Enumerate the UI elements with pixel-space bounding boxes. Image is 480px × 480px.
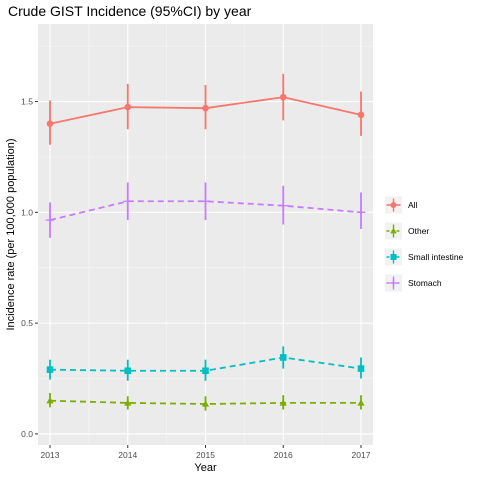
x-axis-title: Year [194,462,217,474]
x-axis: 2013 2014 2015 2016 2017 [41,445,371,460]
data-point [390,254,397,260]
series-small-intestine [46,346,365,381]
legend-item: Small intestine [385,248,464,266]
series-all [46,73,365,145]
data-point [389,279,398,287]
data-point [390,227,397,234]
data-point [202,104,209,112]
x-tick-label: 2014 [118,450,137,460]
data-point [201,400,210,407]
data-point [357,111,365,119]
legend-item: All [385,196,418,214]
series-other [46,392,365,411]
data-point [357,399,365,406]
series-line [49,200,362,221]
data-point [202,367,209,375]
data-point [46,366,54,373]
data-point [123,196,133,206]
data-point [356,208,366,217]
legend-item: Other [385,222,429,240]
y-tick-label: 1.5 [21,97,33,107]
data-point [390,202,397,208]
series-stomach [45,182,366,238]
data-point [124,367,132,375]
series-layer [45,73,366,411]
legend-label: Other [408,226,429,236]
x-tick-label: 2017 [352,450,371,460]
legend-item: Stomach [385,274,442,292]
data-point [279,354,287,361]
data-point [279,93,287,101]
data-point [278,201,288,210]
data-point [201,196,210,206]
x-tick-label: 2016 [274,450,293,460]
y-axis-title: Incidence rate (per 100,000 population) [5,138,17,330]
legend-label: Stomach [408,278,442,288]
y-tick-label: 0.5 [21,318,33,328]
data-point [124,103,132,111]
data-point [279,399,287,406]
y-tick-label: 1.0 [21,207,33,217]
chart-title: Crude GIST Incidence (95%CI) by year [8,3,252,19]
data-point [124,399,132,406]
x-tick-label: 2013 [41,450,60,460]
legend-label: All [408,200,418,210]
y-tick-label: 0.0 [21,429,33,439]
legend-label: Small intestine [408,252,464,262]
data-point [357,365,365,372]
x-tick-label: 2015 [196,450,215,460]
data-point [46,120,54,128]
data-point [45,215,55,225]
data-point [46,397,54,404]
legend: All Other Small intestine Stomach [385,196,464,292]
y-axis: 0.0 0.5 1.0 1.5 [21,97,38,439]
